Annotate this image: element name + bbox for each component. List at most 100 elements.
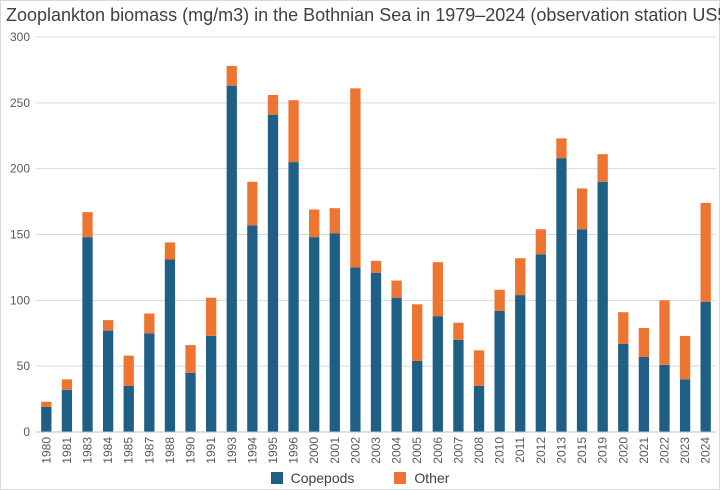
bar-copepods-2004 [391, 297, 402, 432]
bar-other-2001 [329, 208, 340, 234]
bar-other-2019 [597, 154, 608, 182]
bar-other-2021 [638, 327, 650, 357]
bar-copepods-1995 [267, 114, 279, 432]
bar-copepods-2022 [659, 364, 670, 432]
bar-copepods-2012 [535, 254, 546, 432]
bar-other-2006 [432, 262, 443, 317]
bar-copepods-2019 [597, 181, 608, 432]
bar-copepods-2021 [638, 356, 650, 432]
legend-label-copepods: Copepods [290, 470, 355, 486]
legend-item-copepods: Copepods [270, 468, 355, 488]
x-tick-label: 1983 [81, 437, 95, 464]
bar-other-2012 [535, 229, 546, 255]
x-tick-label: 2000 [307, 437, 321, 464]
bar-other-1987 [144, 313, 155, 334]
bar-other-2023 [679, 335, 691, 380]
bar-copepods-2015 [576, 229, 588, 432]
bar-copepods-1987 [144, 333, 155, 432]
x-tick-label: 2010 [493, 437, 507, 464]
bar-copepods-1996 [288, 162, 299, 433]
x-tick-label: 2022 [657, 437, 671, 464]
bar-copepods-2010 [494, 310, 505, 432]
bar-other-1983 [82, 212, 93, 238]
bar-copepods-2000 [309, 237, 320, 432]
bar-copepods-2024 [700, 301, 711, 432]
x-tick-label: 2023 [678, 437, 692, 464]
x-tick-label: 2015 [575, 437, 589, 464]
x-tick-label: 1994 [245, 437, 259, 464]
bar-copepods-1990 [185, 372, 196, 432]
x-tick-label: 1987 [142, 437, 156, 464]
x-tick-label: 2006 [431, 437, 445, 464]
bar-other-2008 [473, 350, 485, 386]
bar-copepods-1984 [102, 330, 114, 432]
legend-swatch-other [394, 472, 407, 484]
y-tick-label: 200 [10, 162, 30, 176]
bar-other-2000 [309, 209, 320, 238]
chart-title: Zooplankton biomass (mg/m3) in the Bothn… [6, 5, 720, 25]
bar-copepods-1980 [41, 406, 52, 432]
x-tick-label: 1995 [266, 437, 280, 464]
bar-other-2005 [412, 304, 423, 361]
bar-other-2007 [453, 322, 464, 340]
x-tick-label: 2003 [369, 437, 383, 464]
y-axis: 0 50 100 150 200 250 300 [10, 30, 30, 439]
bar-copepods-2002 [350, 267, 361, 432]
bar-other-2024 [700, 202, 711, 302]
bar-other-1991 [206, 297, 217, 336]
bar-other-2003 [370, 260, 382, 273]
legend-swatch-copepods [270, 472, 283, 484]
bar-other-2002 [350, 88, 361, 268]
legend-item-other: Other [394, 468, 449, 488]
bar-copepods-1988 [164, 259, 176, 432]
bar-copepods-1994 [247, 225, 258, 432]
bars [41, 65, 711, 433]
bar-other-2020 [618, 312, 629, 344]
x-tick-label: 2001 [328, 437, 342, 464]
y-tick-label: 250 [10, 96, 30, 110]
x-tick-label: 1991 [204, 437, 218, 464]
bar-copepods-1985 [123, 385, 134, 432]
bar-copepods-2005 [412, 360, 423, 432]
bar-copepods-2003 [370, 272, 382, 432]
x-tick-label: 2008 [472, 437, 486, 464]
bar-copepods-2023 [679, 379, 691, 432]
bar-other-1994 [247, 181, 258, 226]
legend-label-other: Other [414, 470, 450, 486]
bar-other-2011 [515, 258, 526, 296]
x-tick-label: 2012 [534, 437, 548, 464]
x-tick-label: 1980 [39, 437, 53, 464]
bar-copepods-1991 [206, 335, 217, 432]
x-tick-label: 2011 [513, 437, 527, 463]
x-tick-label: 1985 [122, 437, 136, 464]
bar-copepods-2008 [473, 385, 485, 432]
x-tick-label: 2024 [699, 437, 713, 464]
y-tick-label: 150 [10, 228, 30, 242]
x-tick-label: 1990 [184, 437, 198, 464]
y-tick-label: 0 [23, 425, 30, 439]
x-tick-label: 2002 [348, 437, 362, 464]
bar-other-2013 [556, 138, 567, 159]
bar-other-1981 [61, 379, 73, 390]
y-tick-label: 300 [10, 30, 30, 44]
bar-other-2010 [494, 289, 505, 311]
bar-other-2015 [576, 188, 588, 230]
legend: Copepods Other [0, 468, 720, 488]
bar-copepods-2020 [618, 343, 629, 432]
bar-other-1988 [164, 242, 176, 260]
bar-other-1995 [267, 94, 279, 115]
x-tick-label: 2013 [554, 437, 568, 464]
x-tick-label: 1984 [101, 437, 115, 464]
y-tick-label: 100 [10, 293, 30, 307]
bar-other-1993 [226, 65, 237, 86]
bar-other-1984 [102, 320, 114, 331]
x-axis: 1980 1981 1983 1984 1985 1987 1988 1990 1991 1993… [39, 437, 712, 464]
x-tick-label: 2007 [451, 437, 465, 464]
x-tick-label: 2019 [596, 437, 610, 464]
bar-copepods-2001 [329, 233, 340, 432]
bar-copepods-2006 [432, 316, 443, 432]
x-tick-label: 2005 [410, 437, 424, 464]
bar-other-2022 [659, 300, 670, 365]
x-tick-label: 2020 [616, 437, 630, 464]
